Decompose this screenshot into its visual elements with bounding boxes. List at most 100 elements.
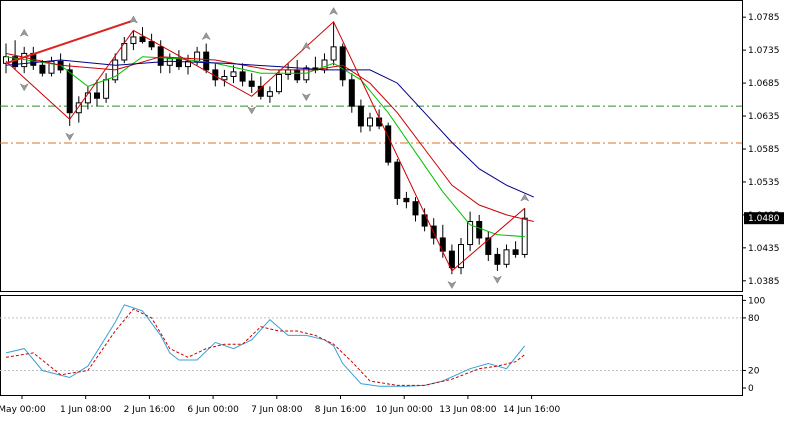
fractal-down-arrow-icon bbox=[301, 93, 311, 102]
oscillator-axis-label: 0 bbox=[748, 384, 754, 394]
candle-body-bull bbox=[285, 69, 292, 76]
fractal-up-arrow-icon bbox=[520, 193, 530, 202]
time-axis-label: 14 Jun 16:00 bbox=[503, 405, 560, 415]
candle bbox=[357, 99, 364, 133]
moving-average-line bbox=[5, 56, 525, 238]
candle bbox=[130, 30, 137, 51]
candle-body-bear bbox=[39, 64, 46, 74]
candle bbox=[521, 208, 528, 258]
candle-body-bear bbox=[448, 250, 455, 269]
candle bbox=[394, 158, 401, 206]
trend-line bbox=[5, 19, 134, 65]
moving-average-line bbox=[5, 52, 534, 222]
candle-body-bull bbox=[367, 117, 373, 127]
candle bbox=[348, 73, 355, 113]
candle-body-bear bbox=[203, 51, 210, 71]
candle bbox=[330, 21, 337, 66]
candle bbox=[494, 247, 501, 271]
time-axis-label: May 00:00 bbox=[0, 405, 46, 415]
candle bbox=[3, 43, 9, 74]
candle bbox=[276, 69, 282, 95]
moving-average-line bbox=[5, 59, 534, 198]
candle bbox=[248, 73, 255, 93]
time-axis-label: 1 Jun 08:00 bbox=[60, 405, 112, 415]
candle bbox=[485, 231, 492, 262]
candle-body-bull bbox=[166, 58, 173, 66]
fractal-up-arrow-icon bbox=[328, 6, 339, 16]
candle bbox=[166, 53, 173, 74]
candle-body-bull bbox=[130, 36, 137, 45]
candle-body-bear bbox=[403, 197, 410, 203]
candle-body-bear bbox=[476, 220, 483, 239]
fractal-down-arrow-icon bbox=[65, 132, 75, 141]
candle bbox=[75, 96, 82, 123]
candle-body-bear bbox=[348, 79, 355, 107]
candle-body-bull bbox=[221, 75, 228, 81]
candle-body-bear bbox=[339, 46, 346, 81]
price-axis-label: 1.0785 bbox=[748, 13, 780, 23]
candle bbox=[367, 112, 373, 132]
candle bbox=[239, 63, 246, 87]
candle bbox=[376, 109, 383, 130]
candle bbox=[66, 63, 73, 126]
fractal-up-arrow-icon bbox=[201, 32, 211, 41]
current-price-label: 1.0480 bbox=[748, 214, 780, 224]
candle bbox=[230, 65, 237, 84]
candle bbox=[467, 211, 474, 252]
candle-body-bear bbox=[412, 201, 419, 216]
price-axis-label: 1.0735 bbox=[748, 46, 780, 56]
fractal-down-arrow-icon bbox=[492, 275, 503, 284]
fractal-up-arrow-icon bbox=[301, 41, 311, 51]
candle bbox=[148, 33, 155, 51]
candle-body-bear bbox=[512, 249, 519, 255]
current-price-badge bbox=[744, 212, 784, 225]
candle bbox=[476, 214, 483, 245]
fractal-up-arrow-icon bbox=[128, 15, 139, 24]
candle-body-bull bbox=[467, 220, 474, 246]
time-axis-label: 8 Jun 16:00 bbox=[315, 405, 367, 415]
candle bbox=[503, 244, 510, 268]
candle-body-bear bbox=[94, 92, 100, 99]
candle-body-bear bbox=[357, 105, 364, 127]
fractal-up-arrow-icon bbox=[19, 28, 29, 37]
candle-body-bull bbox=[503, 249, 510, 265]
price-axis-label: 1.0585 bbox=[748, 145, 780, 155]
candle bbox=[403, 191, 410, 209]
candle-body-bear bbox=[248, 80, 255, 87]
fractal-down-arrow-icon bbox=[447, 280, 457, 290]
price-axis-label: 1.0635 bbox=[748, 112, 780, 122]
price-axis-label: 1.0685 bbox=[748, 79, 780, 89]
candle bbox=[448, 244, 455, 275]
candle bbox=[185, 54, 191, 75]
oscillator-axis-label: 80 bbox=[748, 314, 760, 324]
fractal-down-arrow-icon bbox=[247, 106, 257, 115]
candle bbox=[458, 237, 464, 275]
candle bbox=[48, 56, 55, 77]
time-axis-label: 2 Jun 16:00 bbox=[124, 405, 176, 415]
candle-body-bear bbox=[157, 46, 164, 66]
candle-body-bear bbox=[394, 161, 401, 199]
candle-body-bull bbox=[266, 91, 273, 97]
main-chart-frame bbox=[0, 0, 743, 292]
candle-body-bear bbox=[257, 85, 264, 97]
time-axis-label: 13 Jun 08:00 bbox=[439, 405, 496, 415]
candle-body-bull bbox=[75, 102, 82, 114]
oscillator-frame bbox=[0, 295, 743, 396]
candle bbox=[30, 46, 37, 70]
candle-body-bull bbox=[330, 46, 337, 61]
candle-body-bear bbox=[494, 253, 501, 265]
candle bbox=[57, 53, 64, 74]
fractal-down-arrow-icon bbox=[19, 83, 29, 92]
candle-body-bull bbox=[303, 67, 310, 81]
candle-body-bear bbox=[148, 41, 155, 48]
candle-body-bear bbox=[421, 214, 428, 227]
candle bbox=[430, 218, 437, 245]
candle-body-bear bbox=[66, 69, 73, 114]
time-axis-label: 6 Jun 00:00 bbox=[187, 405, 239, 415]
candle bbox=[175, 50, 182, 70]
price-axis-label: 1.0435 bbox=[748, 244, 780, 254]
candle-body-bear bbox=[239, 71, 246, 82]
candle-body-bear bbox=[175, 58, 182, 68]
